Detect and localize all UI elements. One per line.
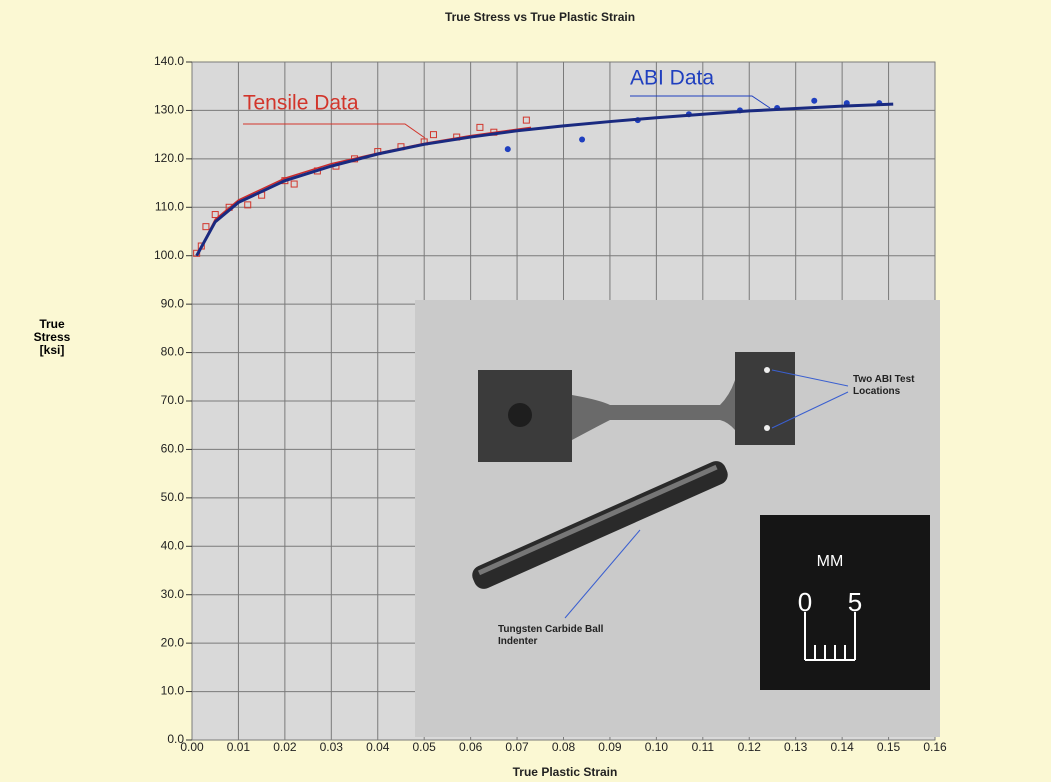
y-tick-label: 30.0 [161, 587, 185, 601]
test-location [764, 425, 770, 431]
test-location [764, 367, 770, 373]
y-tick-label: 80.0 [161, 345, 185, 359]
y-tick-label: 10.0 [161, 684, 185, 698]
specimen-hole [508, 403, 532, 427]
x-tick-label: 0.08 [552, 740, 576, 754]
x-tick-label: 0.15 [877, 740, 901, 754]
x-tick-label: 0.14 [830, 740, 854, 754]
y-tick-label: 140.0 [154, 54, 184, 68]
series-label: ABI Data [630, 67, 714, 90]
y-tick-label: 70.0 [161, 393, 185, 407]
x-tick-label: 0.02 [273, 740, 297, 754]
x-tick-label: 0.11 [692, 740, 715, 754]
x-tick-label: 0.13 [784, 740, 808, 754]
x-tick-label: 0.01 [227, 740, 251, 754]
x-tick-label: 0.04 [366, 740, 390, 754]
x-tick-label: 0.00 [180, 740, 204, 754]
y-tick-label: 120.0 [154, 151, 184, 165]
chart-title: True Stress vs True Plastic Strain [445, 10, 635, 24]
y-tick-label: 20.0 [161, 635, 185, 649]
x-tick-label: 0.09 [598, 740, 622, 754]
x-tick-label: 0.05 [413, 740, 437, 754]
y-tick-label: 130.0 [154, 103, 184, 117]
scale-block [760, 515, 930, 690]
y-tick-label: 110.0 [155, 199, 184, 213]
specimen-tab [735, 352, 795, 445]
x-tick-label: 0.07 [505, 740, 529, 754]
data-point [505, 146, 511, 152]
x-axis-label: True Plastic Strain [513, 765, 618, 779]
x-tick-label: 0.03 [320, 740, 344, 754]
data-point [811, 98, 817, 104]
y-tick-label: 90.0 [161, 296, 185, 310]
page: MM 0 5 True Stress vs True Plastic Strai… [0, 0, 1051, 782]
inset-photo: MM 0 5 [415, 300, 940, 737]
x-tick-label: 0.16 [923, 740, 947, 754]
series-label: Tensile Data [243, 92, 359, 115]
y-tick-label: 50.0 [161, 490, 185, 504]
x-tick-label: 0.10 [645, 740, 669, 754]
photo-caption: Two ABI Test Locations [853, 374, 928, 398]
y-tick-label: 100.0 [154, 248, 184, 262]
photo-caption: Tungsten Carbide Ball Indenter [498, 624, 608, 648]
x-tick-label: 0.06 [459, 740, 483, 754]
y-axis-label: True Stress [ksi] [24, 318, 80, 357]
scale-unit: MM [817, 553, 844, 570]
scale-end: 5 [848, 587, 862, 617]
scale-start: 0 [798, 587, 812, 617]
y-tick-label: 60.0 [161, 442, 185, 456]
x-tick-label: 0.12 [738, 740, 762, 754]
data-point [579, 136, 585, 142]
y-tick-label: 40.0 [161, 538, 185, 552]
